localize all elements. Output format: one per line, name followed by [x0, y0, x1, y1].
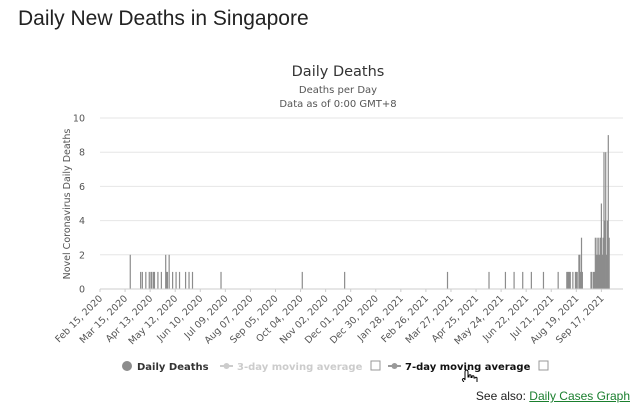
daily-cases-graph-link[interactable]: Daily Cases Graph: [529, 389, 630, 403]
y-tick-label: 2: [79, 250, 85, 261]
legend-item-daily-deaths[interactable]: Daily Deaths: [122, 361, 209, 373]
gridlines: [100, 117, 623, 256]
bar-2021-08-10[interactable]: [567, 271, 570, 289]
bars: [129, 135, 610, 290]
see-also-line: See also: Daily Cases Graph: [476, 389, 630, 403]
y-tick-label: 0: [79, 285, 85, 296]
daily-deaths-chart: Daily Deaths Deaths per Day Data as of 0…: [53, 64, 623, 382]
bar-2021-09-20[interactable]: [603, 152, 605, 289]
bar-2021-05-29[interactable]: [504, 271, 507, 289]
bar-2020-05-28[interactable]: [188, 271, 190, 289]
bar-2020-04-02[interactable]: [140, 271, 142, 289]
bar-2021-07-29[interactable]: [557, 271, 559, 289]
bar-2020-04-22[interactable]: [157, 271, 159, 289]
y-tick-label: 8: [79, 148, 85, 159]
bar-2020-04-12[interactable]: [148, 271, 150, 289]
legend-label-7-day-average: 7-day moving average: [405, 362, 531, 373]
legend: Daily Deaths 3-day moving average 7-day …: [122, 360, 549, 373]
bar-2020-05-03[interactable]: [166, 271, 169, 289]
bar-2021-03-23[interactable]: [446, 271, 449, 289]
bar-2021-08-26[interactable]: [581, 271, 583, 289]
bar-2020-04-18[interactable]: [153, 271, 156, 289]
bar-2021-09-24[interactable]: [606, 220, 609, 289]
checkbox-7-day-average[interactable]: [538, 360, 549, 371]
bar-2020-05-01[interactable]: [165, 254, 167, 289]
bar-2021-07-12[interactable]: [542, 271, 545, 289]
bar-2021-09-17[interactable]: [600, 203, 602, 290]
see-also-label: See also:: [475, 389, 526, 403]
bar-2021-08-22[interactable]: [578, 254, 580, 289]
bar-2021-06-08[interactable]: [513, 271, 515, 289]
bar-2021-08-11[interactable]: [568, 271, 570, 289]
bar-2021-09-13[interactable]: [597, 254, 599, 289]
chart-subtitle-1: Deaths per Day: [299, 85, 377, 96]
bar-2020-05-02[interactable]: [165, 271, 168, 289]
bar-2020-04-17[interactable]: [153, 271, 155, 289]
bar-2021-08-25[interactable]: [580, 237, 583, 289]
bar-2020-05-09[interactable]: [172, 271, 174, 289]
bar-2020-07-04[interactable]: [220, 271, 222, 289]
bar-2021-09-26[interactable]: [608, 237, 610, 289]
bar-2020-04-04[interactable]: [141, 271, 143, 289]
bar-2021-09-06[interactable]: [591, 271, 593, 289]
bar-2021-09-09[interactable]: [593, 271, 596, 289]
bar-2021-09-11[interactable]: [595, 254, 597, 289]
bar-2021-09-21[interactable]: [604, 220, 606, 289]
bar-2020-05-17[interactable]: [178, 271, 181, 289]
bar-2021-08-09[interactable]: [567, 271, 569, 289]
bar-2021-09-22[interactable]: [605, 152, 607, 289]
bar-2021-06-18[interactable]: [522, 271, 524, 289]
bar-2020-04-14[interactable]: [150, 271, 152, 289]
bar-2020-11-24[interactable]: [344, 271, 346, 289]
bar-2020-05-13[interactable]: [175, 271, 177, 289]
bar-2020-06-01[interactable]: [191, 271, 194, 289]
y-axis-title: Novel Coronavirus Daily Deaths: [62, 129, 73, 280]
bar-2020-04-15[interactable]: [151, 271, 153, 289]
checkbox-3-day-average[interactable]: [370, 360, 381, 371]
bar-2021-05-10[interactable]: [488, 271, 490, 289]
chart-title: Daily Deaths: [292, 64, 385, 80]
bar-2021-09-18[interactable]: [601, 254, 603, 289]
legend-item-3-day-average[interactable]: 3-day moving average: [220, 362, 363, 373]
bar-2021-09-19[interactable]: [602, 237, 604, 289]
bar-2021-08-19[interactable]: [575, 271, 577, 289]
bar-2021-09-15[interactable]: [599, 254, 601, 289]
y-tick-label: 6: [79, 182, 85, 193]
y-tick-label: 4: [79, 216, 85, 227]
bar-2021-09-08[interactable]: [593, 271, 595, 289]
bar-2021-06-28[interactable]: [530, 271, 532, 289]
bar-2021-09-10[interactable]: [594, 237, 596, 289]
bar-2020-05-24[interactable]: [184, 271, 187, 289]
bar-2021-09-05[interactable]: [590, 271, 592, 289]
bar-2020-03-21[interactable]: [129, 254, 131, 289]
page-title: Daily New Deaths in Singapore: [18, 7, 309, 30]
bar-2021-08-23[interactable]: [579, 254, 581, 289]
bar-2021-08-08[interactable]: [566, 271, 568, 289]
bar-2021-09-16[interactable]: [599, 237, 602, 289]
bar-2021-08-12[interactable]: [569, 271, 571, 289]
bar-2020-04-26[interactable]: [160, 271, 162, 289]
legend-label-3-day-average: 3-day moving average: [237, 362, 363, 373]
legend-dot-marker-icon: [391, 363, 398, 369]
bar-2021-09-23[interactable]: [605, 254, 608, 289]
bar-2021-08-15[interactable]: [572, 271, 574, 289]
bar-2021-09-14[interactable]: [598, 237, 600, 289]
chart-subtitle-2: Data as of 0:00 GMT+8: [279, 99, 396, 110]
bar-2020-04-08[interactable]: [145, 271, 147, 289]
legend-circle-marker-icon: [122, 361, 132, 371]
bar-2021-08-24[interactable]: [580, 271, 582, 289]
bar-2021-08-20[interactable]: [576, 271, 578, 289]
y-tick-label: 10: [73, 114, 85, 125]
y-tick-labels: 0 2 4 6 8 10: [73, 114, 85, 296]
legend-item-7-day-average[interactable]: 7-day moving average: [388, 362, 531, 373]
bar-2021-08-18[interactable]: [574, 271, 577, 289]
bar-2020-05-05[interactable]: [168, 254, 170, 289]
bar-2021-09-25[interactable]: [607, 135, 609, 289]
bar-2020-10-06[interactable]: [301, 271, 303, 289]
hand-cursor-icon: [461, 369, 478, 382]
legend-label-daily-deaths: Daily Deaths: [137, 362, 209, 373]
legend-dot-marker-icon: [223, 363, 230, 369]
bar-2021-09-12[interactable]: [596, 237, 598, 289]
